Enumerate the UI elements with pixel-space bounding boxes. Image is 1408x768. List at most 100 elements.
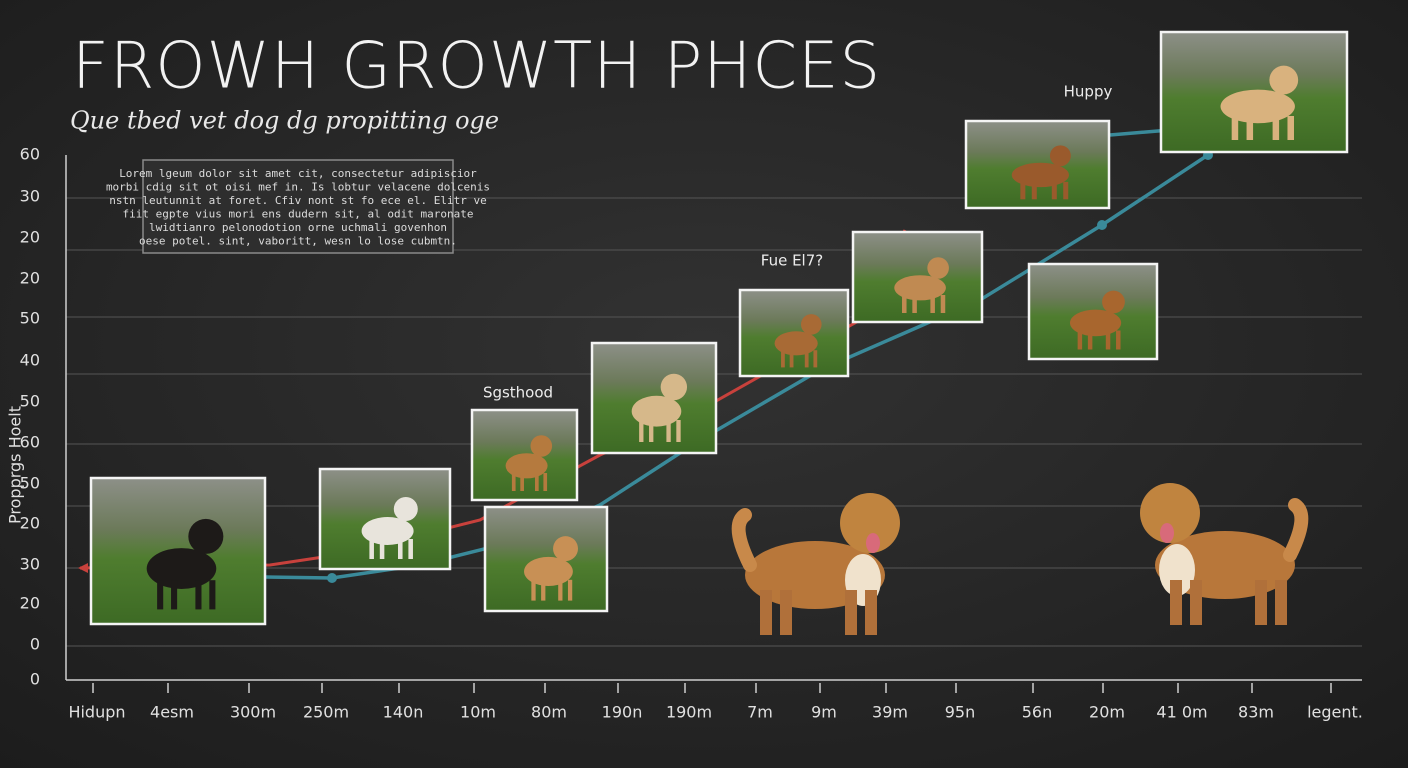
- dog-head: [660, 373, 688, 401]
- note-line: oese potel. sint, vaboritt, wesn lo lose…: [139, 235, 457, 248]
- x-label: 9m: [811, 703, 837, 722]
- x-label: Hidupn: [68, 703, 125, 722]
- dog-leg: [940, 295, 946, 313]
- y-label: 30: [20, 555, 40, 574]
- dog-leg: [813, 350, 818, 368]
- dog-body: [894, 275, 946, 301]
- dog-leg: [543, 473, 548, 491]
- photo: [964, 119, 1111, 210]
- dog-leg: [369, 539, 374, 559]
- x-label: 39m: [872, 703, 908, 722]
- dog-leg: [676, 420, 681, 442]
- dog-leg: [1287, 116, 1294, 140]
- dog-leg: [912, 295, 917, 313]
- photo: [1159, 30, 1349, 154]
- x-label: 80m: [531, 703, 567, 722]
- dog-body: [1011, 162, 1069, 188]
- dog-leg: [780, 590, 792, 635]
- title: FROWH GROWTH PHCES: [72, 30, 881, 104]
- x-label: 10m: [460, 703, 496, 722]
- dog-leg: [567, 579, 573, 601]
- photo: [1027, 262, 1159, 361]
- note-box: [142, 159, 454, 254]
- dog-leg: [1063, 181, 1069, 200]
- dog-head: [927, 257, 949, 279]
- dog-leg: [195, 580, 202, 610]
- x-label: 4esm: [150, 703, 194, 722]
- y-label: 20: [20, 594, 40, 613]
- dog-leg: [845, 590, 857, 635]
- dog-head: [393, 497, 418, 521]
- photo: [318, 467, 452, 571]
- dog-leg: [1255, 580, 1267, 625]
- y-label: 20: [20, 228, 40, 247]
- dog-leg: [398, 539, 403, 559]
- dog-leg: [209, 580, 216, 610]
- x-label: 190m: [666, 703, 712, 722]
- note-line: Lorem lgeum dolor sit amet cit, consecte…: [119, 167, 477, 180]
- dog-leg: [865, 590, 877, 635]
- dog-tail: [1283, 498, 1309, 562]
- x-label: 56n: [1022, 703, 1053, 722]
- dog-leg: [1105, 330, 1111, 350]
- dog-leg: [1275, 580, 1287, 625]
- dog-leg: [760, 590, 772, 635]
- x-label: 300m: [230, 703, 276, 722]
- dog-head: [840, 493, 900, 553]
- dog-leg: [1272, 116, 1280, 140]
- y-label: 50: [20, 392, 40, 411]
- x-label: 140n: [383, 703, 424, 722]
- dog-leg: [408, 539, 413, 559]
- dog-head: [1102, 290, 1125, 314]
- dog-leg: [666, 420, 671, 442]
- dog-body: [146, 548, 217, 589]
- y-label: 50: [20, 309, 40, 328]
- annotation: Fue El7?: [761, 252, 823, 270]
- photo: [851, 230, 984, 324]
- dog-leg: [558, 579, 563, 601]
- dog-leg: [1170, 580, 1182, 625]
- dog-leg: [1087, 330, 1093, 350]
- dog-body: [774, 331, 818, 356]
- y-label: 40: [20, 351, 40, 370]
- dog-head: [1140, 483, 1200, 543]
- dog-leg: [1116, 330, 1121, 350]
- x-label: 95n: [945, 703, 976, 722]
- dog-head: [530, 435, 553, 457]
- dog-leg: [531, 579, 536, 601]
- dog-leg: [520, 473, 524, 491]
- y-axis-title: Propprgs Hoelt: [6, 406, 25, 524]
- dog-head: [1269, 65, 1299, 95]
- dog-tongue: [1160, 523, 1174, 543]
- dog-body: [1220, 89, 1295, 124]
- dog-leg: [511, 473, 516, 491]
- dog-leg: [781, 350, 785, 368]
- marker: [1097, 220, 1107, 230]
- photo: [89, 476, 267, 626]
- y-label: 30: [20, 187, 40, 206]
- dog-body: [361, 517, 414, 545]
- y-label: 60: [20, 433, 40, 452]
- note-line: morbi cdig sit ot oisi mef in. Is lobtur…: [106, 181, 490, 194]
- dog-leg: [649, 420, 654, 442]
- dog-head: [800, 314, 822, 335]
- subtitle: Que tbed vet dog dg propitting oge: [70, 107, 499, 135]
- dog-head: [188, 518, 224, 554]
- dog-body: [1069, 309, 1122, 337]
- marker: [327, 573, 337, 583]
- dog-leg: [902, 295, 907, 313]
- dog-leg: [379, 539, 385, 559]
- photo: [738, 288, 850, 378]
- photos: [89, 30, 1349, 635]
- dog-leg: [1077, 330, 1083, 350]
- y-label: 20: [20, 269, 40, 288]
- dog-leg: [930, 295, 935, 313]
- y-label: 20: [20, 514, 40, 533]
- red-arrow: [78, 563, 88, 573]
- dog-leg: [789, 350, 794, 368]
- photo: [483, 505, 609, 613]
- x-label: 83m: [1238, 703, 1274, 722]
- dog-body: [631, 395, 682, 427]
